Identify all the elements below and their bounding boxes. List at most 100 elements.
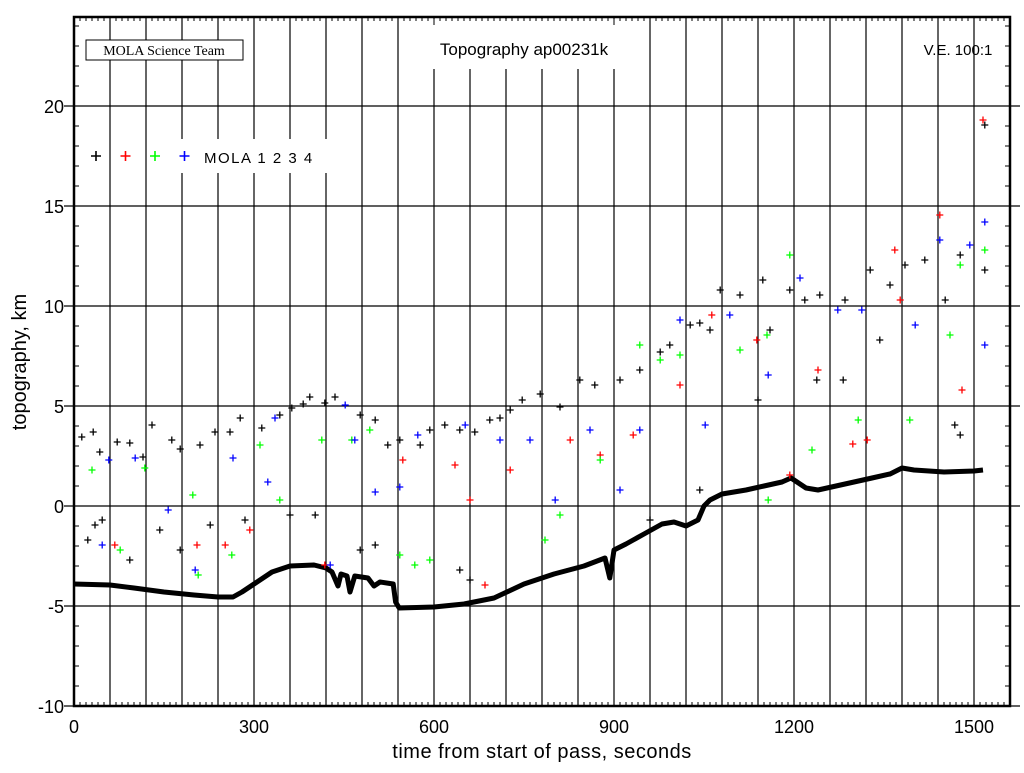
data-point-mola-2 bbox=[814, 366, 822, 374]
y-tick-label: 5 bbox=[54, 397, 64, 417]
data-point-mola-3 bbox=[366, 426, 374, 434]
data-point-mola-1 bbox=[941, 296, 949, 304]
data-point-mola-4 bbox=[981, 218, 989, 226]
data-point-mola-3 bbox=[541, 536, 549, 544]
data-point-mola-1 bbox=[696, 486, 704, 494]
data-point-mola-2 bbox=[753, 336, 761, 344]
data-point-mola-1 bbox=[78, 433, 86, 441]
data-point-mola-4 bbox=[461, 421, 469, 429]
data-point-mola-4 bbox=[726, 311, 734, 319]
data-point-mola-2 bbox=[466, 496, 474, 504]
data-point-mola-1 bbox=[816, 291, 824, 299]
data-point-mola-1 bbox=[241, 516, 249, 524]
data-point-mola-3 bbox=[141, 464, 149, 472]
data-point-mola-3 bbox=[656, 356, 664, 364]
data-point-mola-4 bbox=[341, 401, 349, 409]
data-point-mola-1 bbox=[716, 286, 724, 294]
data-point-mola-4 bbox=[526, 436, 534, 444]
legend-marker-2 bbox=[120, 151, 131, 161]
data-point-mola-1 bbox=[616, 376, 624, 384]
chart-title: Topography ap00231k bbox=[440, 40, 609, 59]
data-point-mola-1 bbox=[311, 511, 319, 519]
data-point-mola-1 bbox=[556, 403, 564, 411]
data-point-mola-1 bbox=[441, 421, 449, 429]
data-point-mola-3 bbox=[854, 416, 862, 424]
data-point-mola-3 bbox=[636, 341, 644, 349]
data-point-mola-4 bbox=[496, 436, 504, 444]
data-point-mola-1 bbox=[84, 536, 92, 544]
data-point-mola-1 bbox=[921, 256, 929, 264]
data-point-mola-3 bbox=[116, 546, 124, 554]
data-point-mola-4 bbox=[414, 431, 422, 439]
data-point-mola-2 bbox=[221, 541, 229, 549]
x-tick-label: 600 bbox=[419, 717, 449, 737]
data-point-mola-1 bbox=[466, 576, 474, 584]
credit-box: MOLA Science Team bbox=[85, 39, 244, 61]
data-point-mola-3 bbox=[194, 571, 202, 579]
data-point-mola-1 bbox=[396, 436, 404, 444]
data-point-mola-1 bbox=[956, 431, 964, 439]
data-point-mola-2 bbox=[896, 296, 904, 304]
y-tick-label: 0 bbox=[54, 497, 64, 517]
data-point-mola-3 bbox=[426, 556, 434, 564]
data-point-mola-3 bbox=[676, 351, 684, 359]
data-point-mola-1 bbox=[356, 411, 364, 419]
data-point-mola-4 bbox=[164, 506, 172, 514]
data-point-mola-1 bbox=[321, 399, 329, 407]
data-point-mola-1 bbox=[91, 521, 99, 529]
y-tick-label: -5 bbox=[48, 597, 64, 617]
data-point-mola-4 bbox=[911, 321, 919, 329]
data-point-mola-2 bbox=[111, 541, 119, 549]
scatter-points bbox=[78, 116, 989, 589]
data-point-mola-1 bbox=[306, 393, 314, 401]
data-point-mola-1 bbox=[276, 411, 284, 419]
data-point-mola-4 bbox=[834, 306, 842, 314]
data-point-mola-2 bbox=[506, 466, 514, 474]
data-point-mola-1 bbox=[331, 393, 339, 401]
data-point-mola-3 bbox=[189, 491, 197, 499]
data-point-mola-1 bbox=[168, 436, 176, 444]
data-point-mola-1 bbox=[148, 421, 156, 429]
data-point-mola-3 bbox=[786, 251, 794, 259]
data-point-mola-1 bbox=[901, 261, 909, 269]
data-point-mola-1 bbox=[646, 516, 654, 524]
data-point-mola-4 bbox=[396, 483, 404, 491]
data-point-mola-1 bbox=[98, 516, 106, 524]
data-point-mola-2 bbox=[979, 116, 987, 124]
data-point-mola-1 bbox=[813, 376, 821, 384]
data-point-mola-1 bbox=[139, 453, 147, 461]
data-point-mola-4 bbox=[636, 426, 644, 434]
data-point-mola-3 bbox=[736, 346, 744, 354]
data-point-mola-1 bbox=[736, 291, 744, 299]
legend-marker-1 bbox=[91, 151, 101, 161]
y-tick-label: 20 bbox=[44, 97, 64, 117]
data-point-mola-1 bbox=[89, 428, 97, 436]
data-point-mola-3 bbox=[318, 436, 326, 444]
x-axis-label: time from start of pass, seconds bbox=[392, 741, 691, 763]
data-point-mola-4 bbox=[586, 426, 594, 434]
data-point-mola-4 bbox=[981, 341, 989, 349]
data-point-mola-1 bbox=[876, 336, 884, 344]
data-point-mola-1 bbox=[176, 546, 184, 554]
data-point-mola-4 bbox=[371, 488, 379, 496]
data-point-mola-1 bbox=[866, 266, 874, 274]
data-point-mola-4 bbox=[936, 236, 944, 244]
data-point-mola-2 bbox=[891, 246, 899, 254]
data-point-mola-3 bbox=[396, 551, 404, 559]
data-point-mola-1 bbox=[636, 366, 644, 374]
title-background bbox=[400, 19, 645, 69]
data-point-mola-1 bbox=[886, 281, 894, 289]
data-point-mola-1 bbox=[176, 445, 184, 453]
data-point-mola-1 bbox=[766, 326, 774, 334]
y-tick-label: -10 bbox=[38, 697, 64, 717]
data-point-mola-4 bbox=[191, 566, 199, 574]
data-point-mola-1 bbox=[96, 448, 104, 456]
data-point-mola-1 bbox=[518, 396, 526, 404]
data-point-mola-1 bbox=[286, 511, 294, 519]
data-point-mola-3 bbox=[411, 561, 419, 569]
data-point-mola-1 bbox=[156, 526, 164, 534]
data-point-mola-1 bbox=[496, 414, 504, 422]
data-point-mola-1 bbox=[126, 556, 134, 564]
data-point-mola-1 bbox=[416, 441, 424, 449]
